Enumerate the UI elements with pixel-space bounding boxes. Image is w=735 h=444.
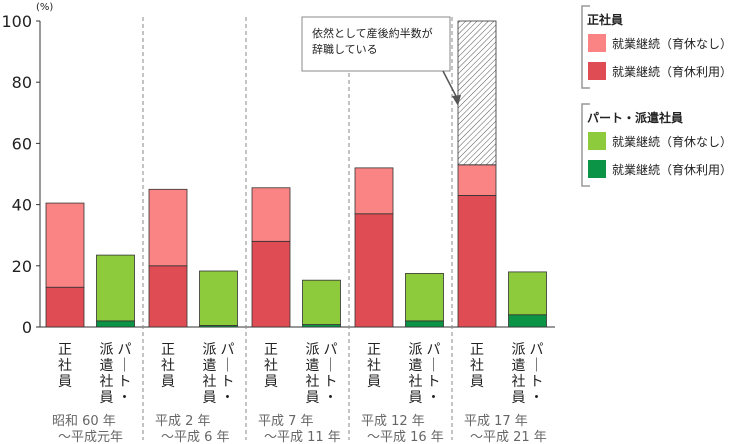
annotation-arrow-head xyxy=(452,95,461,106)
annotation-box xyxy=(301,16,451,72)
bar-part-no-ikukyu xyxy=(302,279,341,325)
legend-title: パート・派遣社員 xyxy=(587,110,683,125)
bar-part-ikukyu-use xyxy=(96,320,135,328)
period-label-line2: 〜平成元年 xyxy=(58,430,123,444)
bar-part-no-ikukyu xyxy=(405,273,444,322)
legend-title: 正社員 xyxy=(587,12,623,27)
category-label-regular: 正社員 xyxy=(161,342,175,390)
y-tick-label: 100 xyxy=(1,12,32,31)
category-label-part-col2: 派遣社員 xyxy=(409,342,423,406)
legend-swatch xyxy=(588,34,606,52)
category-label-part-col2: 派遣社員 xyxy=(100,342,114,406)
legend-bracket xyxy=(581,5,590,89)
category-label-regular: 正社員 xyxy=(58,342,72,390)
bar-regular-no-ikukyu xyxy=(457,164,497,196)
bar-regular-ikukyu-use xyxy=(457,195,497,328)
period-label-line1: 平成 17 年 xyxy=(464,414,528,429)
bar-part-ikukyu-use xyxy=(508,314,547,328)
legend-label: 就業継続（育休なし） xyxy=(612,134,732,149)
y-tick-label: 20 xyxy=(12,257,32,276)
category-label-part-col2: 派遣社員 xyxy=(512,342,526,406)
period-label-line1: 昭和 60 年 xyxy=(52,414,116,429)
bar-regular-ikukyu-use xyxy=(354,213,394,328)
legend-label: 就業継続（育休なし） xyxy=(612,36,732,51)
bar-regular-ikukyu-use xyxy=(45,286,85,328)
category-label-part-col1: パ｜ト・ xyxy=(118,342,132,406)
category-label-part-col2: 派遣社員 xyxy=(203,342,217,406)
category-label-part-col1: パ｜ト・ xyxy=(530,342,544,406)
bar-part-ikukyu-use xyxy=(405,320,444,328)
legend-swatch xyxy=(588,132,606,150)
bar-regular-resigned-hatched xyxy=(457,20,497,166)
category-label-regular: 正社員 xyxy=(264,342,278,390)
bar-regular-no-ikukyu xyxy=(148,188,188,267)
y-tick-label: 60 xyxy=(12,134,32,153)
y-tick-label: 0 xyxy=(22,318,32,337)
bar-part-no-ikukyu xyxy=(199,270,238,326)
period-dividers xyxy=(142,17,453,440)
legend-swatch xyxy=(588,160,606,178)
bar-regular-no-ikukyu xyxy=(251,187,291,242)
annotation-text: 辞職している xyxy=(312,42,378,56)
period-label-line2: 〜平成 6 年 xyxy=(161,430,230,444)
legend-bracket xyxy=(581,103,590,187)
category-label-part-col1: パ｜ト・ xyxy=(324,342,338,406)
bar-part-no-ikukyu xyxy=(508,271,547,316)
legend-label: 就業継続（育休利用） xyxy=(612,162,732,177)
category-label-regular: 正社員 xyxy=(367,342,381,390)
annotation-arrow-line xyxy=(442,70,459,101)
bar-part-no-ikukyu xyxy=(96,254,135,322)
y-axis-unit: (%) xyxy=(36,2,53,13)
bar-regular-no-ikukyu xyxy=(45,202,85,288)
y-tick-label: 80 xyxy=(12,73,32,92)
period-label-line2: 〜平成 16 年 xyxy=(367,430,444,444)
category-label-part-col2: 派遣社員 xyxy=(306,342,320,406)
bars xyxy=(45,20,547,328)
bar-regular-ikukyu-use xyxy=(251,240,291,328)
period-label-line1: 平成 2 年 xyxy=(155,414,211,429)
period-label-line2: 〜平成 21 年 xyxy=(470,430,547,444)
period-label-line2: 〜平成 11 年 xyxy=(264,430,341,444)
bar-regular-no-ikukyu xyxy=(354,167,394,215)
category-label-part-col1: パ｜ト・ xyxy=(221,342,235,406)
legend-swatch xyxy=(588,62,606,80)
period-label-line1: 平成 7 年 xyxy=(258,414,314,429)
legend: 正社員就業継続（育休なし）就業継続（育休利用）パート・派遣社員就業継続（育休なし… xyxy=(581,5,732,187)
category-label-part-col1: パ｜ト・ xyxy=(427,342,441,406)
category-label-regular: 正社員 xyxy=(470,342,484,390)
legend-label: 就業継続（育休利用） xyxy=(612,64,732,79)
bar-regular-ikukyu-use xyxy=(148,265,188,328)
annotation-text: 依然として産後約半数が xyxy=(312,26,433,40)
period-label-line1: 平成 12 年 xyxy=(361,414,425,429)
y-axis: 0 20 40 60 80 100 (%) xyxy=(1,2,555,337)
y-tick-label: 40 xyxy=(12,196,32,215)
